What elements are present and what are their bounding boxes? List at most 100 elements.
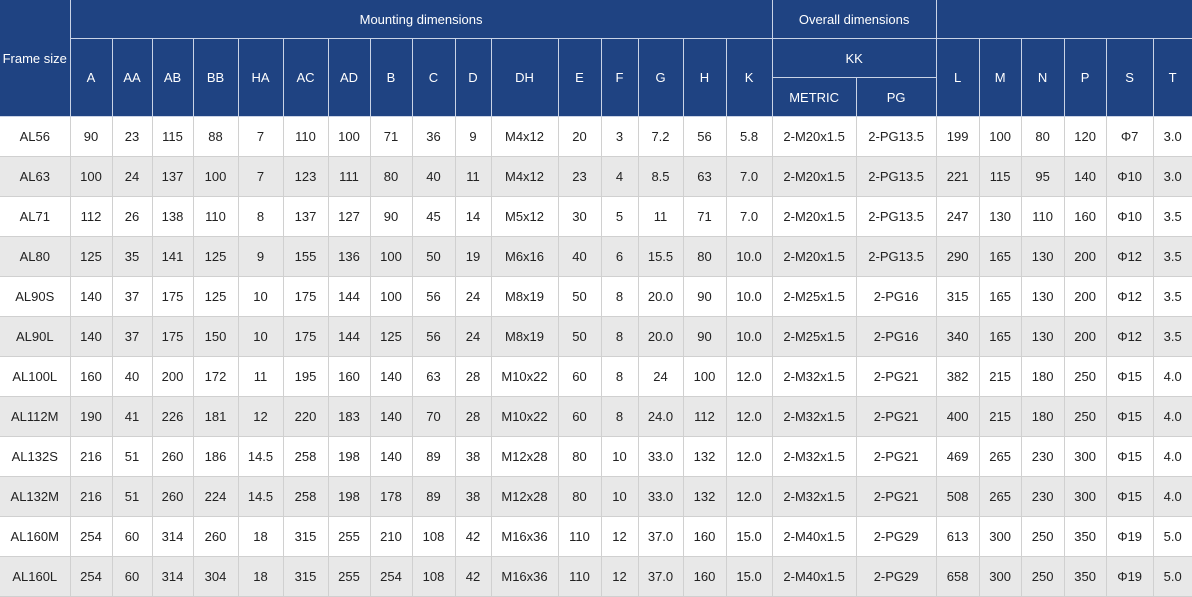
table-cell: 199 xyxy=(935,116,980,157)
table-cell: 100 xyxy=(192,156,239,197)
column-header-t: T xyxy=(1152,38,1192,117)
table-cell: 14.5 xyxy=(237,436,284,477)
table-cell: 10 xyxy=(237,276,284,317)
table-cell: 2-PG29 xyxy=(855,556,937,597)
table-cell: 60 xyxy=(111,556,153,597)
table-cell: 2-M40x1.5 xyxy=(771,516,857,557)
table-cell: 260 xyxy=(192,516,239,557)
table-cell: 613 xyxy=(935,516,980,557)
table-cell: 216 xyxy=(69,476,113,517)
table-cell: 89 xyxy=(411,476,456,517)
table-cell: Φ10 xyxy=(1105,156,1154,197)
table-cell: 8 xyxy=(237,196,284,237)
column-header-m: M xyxy=(978,38,1022,117)
table-cell: 3 xyxy=(600,116,639,157)
table-cell: M4x12 xyxy=(490,156,559,197)
table-cell: 3.5 xyxy=(1152,276,1192,317)
table-cell: 230 xyxy=(1020,476,1065,517)
frame-size-header: Frame size xyxy=(0,0,71,117)
table-cell: Φ15 xyxy=(1105,436,1154,477)
table-cell: 110 xyxy=(282,116,329,157)
column-header-e: E xyxy=(557,38,602,117)
column-header-dh: DH xyxy=(490,38,559,117)
table-cell: 7.0 xyxy=(725,156,773,197)
table-row: AL132M 216 51 260 224 14.5 258 198 178 89 38 M12x28… xyxy=(0,476,1192,517)
table-cell: 11 xyxy=(637,196,684,237)
table-cell: 30 xyxy=(557,196,602,237)
table-cell: 6 xyxy=(600,236,639,277)
table-cell: 33.0 xyxy=(637,436,684,477)
table-cell: 175 xyxy=(282,276,329,317)
table-cell: 20 xyxy=(557,116,602,157)
table-cell: 144 xyxy=(327,316,371,357)
table-cell: 130 xyxy=(1020,276,1065,317)
table-cell: 4.0 xyxy=(1152,436,1192,477)
table-row: AL80 125 35 141 125 9 155 136 100 50 19 M6x16 40 6 15.… xyxy=(0,236,1192,277)
column-header-ha: HA xyxy=(237,38,284,117)
table-cell: 300 xyxy=(978,556,1022,597)
table-cell: 175 xyxy=(282,316,329,357)
table-cell: 2-PG21 xyxy=(855,356,937,397)
table-cell: 2-M32x1.5 xyxy=(771,396,857,437)
table-cell: 36 xyxy=(411,116,456,157)
table-cell: 60 xyxy=(111,516,153,557)
table-cell: M4x12 xyxy=(490,116,559,157)
table-cell: 4 xyxy=(600,156,639,197)
table-cell: 250 xyxy=(1020,516,1065,557)
table-cell: 100 xyxy=(69,156,113,197)
table-cell: 220 xyxy=(282,396,329,437)
table-cell: 260 xyxy=(151,436,194,477)
table-cell: 132 xyxy=(682,436,727,477)
column-header-f: F xyxy=(600,38,639,117)
column-header-l: L xyxy=(935,38,980,117)
table-cell: 10 xyxy=(600,476,639,517)
column-header-n: N xyxy=(1020,38,1065,117)
table-cell: 111 xyxy=(327,156,371,197)
table-cell: 350 xyxy=(1063,556,1107,597)
table-cell: 2-PG16 xyxy=(855,316,937,357)
column-header-p: P xyxy=(1063,38,1107,117)
table-cell: 24 xyxy=(454,276,492,317)
table-cell: 11 xyxy=(454,156,492,197)
table-cell: 14 xyxy=(454,196,492,237)
table-cell: 5.0 xyxy=(1152,556,1192,597)
table-cell: 3.5 xyxy=(1152,316,1192,357)
table-cell: 215 xyxy=(978,396,1022,437)
table-cell: 56 xyxy=(682,116,727,157)
overall-dimensions-header: Overall dimensions xyxy=(771,0,937,39)
table-cell: 136 xyxy=(327,236,371,277)
frame-size-cell: AL112M xyxy=(0,396,71,437)
table-cell: 45 xyxy=(411,196,456,237)
table-cell: 160 xyxy=(682,516,727,557)
table-cell: 3.0 xyxy=(1152,156,1192,197)
table-cell: 12 xyxy=(237,396,284,437)
table-cell: 382 xyxy=(935,356,980,397)
table-cell: 183 xyxy=(327,396,371,437)
table-cell: 2-M20x1.5 xyxy=(771,236,857,277)
table-cell: 24 xyxy=(637,356,684,397)
frame-size-cell: AL160L xyxy=(0,556,71,597)
table-cell: 140 xyxy=(369,356,413,397)
table-cell: Φ15 xyxy=(1105,476,1154,517)
table-cell: 141 xyxy=(151,236,194,277)
table-cell: 125 xyxy=(369,316,413,357)
table-cell: 165 xyxy=(978,236,1022,277)
frame-size-cell: AL63 xyxy=(0,156,71,197)
table-cell: 2-M32x1.5 xyxy=(771,436,857,477)
table-cell: 175 xyxy=(151,316,194,357)
table-cell: 469 xyxy=(935,436,980,477)
table-cell: 42 xyxy=(454,516,492,557)
table-cell: 10 xyxy=(237,316,284,357)
table-cell: Φ12 xyxy=(1105,236,1154,277)
table-cell: 137 xyxy=(151,156,194,197)
table-cell: 110 xyxy=(557,516,602,557)
table-cell: 100 xyxy=(369,276,413,317)
table-cell: 12.0 xyxy=(725,356,773,397)
kk-header: KK xyxy=(771,38,937,78)
table-cell: 2-M20x1.5 xyxy=(771,116,857,157)
table-cell: 4.0 xyxy=(1152,476,1192,517)
table-cell: 255 xyxy=(327,556,371,597)
table-cell: 2-M40x1.5 xyxy=(771,556,857,597)
table-cell: 127 xyxy=(327,196,371,237)
